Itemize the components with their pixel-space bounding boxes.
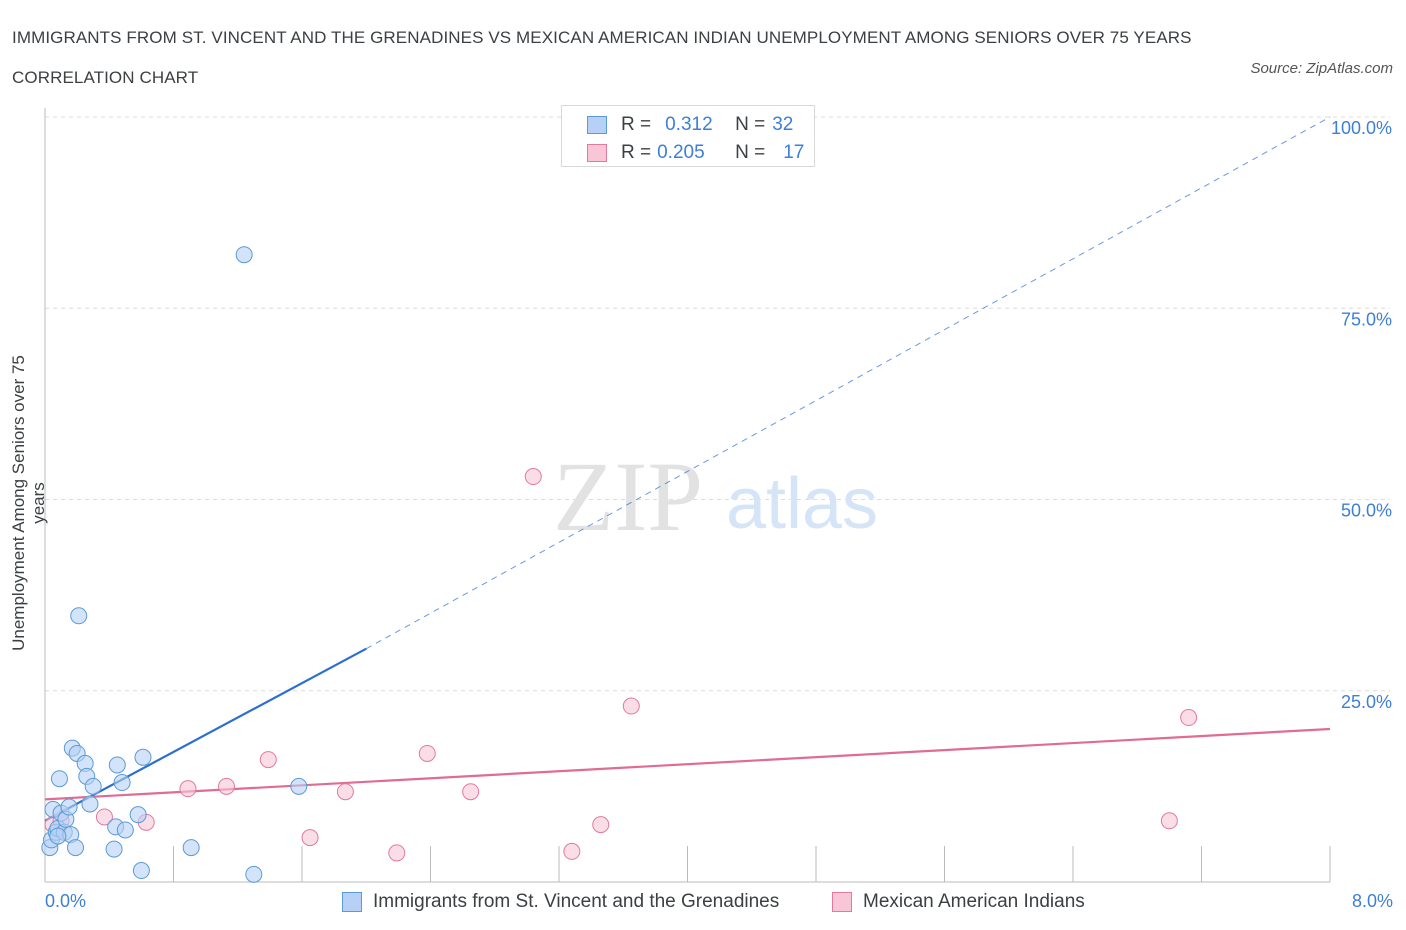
data-point-immigrants [108,756,126,774]
legend-r-value: 0.205 [657,142,705,163]
y-tick-label: 25.0% [1341,692,1392,712]
data-point-mexican-american-indians [218,777,236,795]
bottom-legend-label: Immigrants from St. Vincent and the Gren… [373,891,780,912]
x-tick-label-min: 0.0% [45,891,87,911]
bottom-legend-swatch-blue [342,892,362,912]
legend-r-label: R = [621,114,652,135]
legend-n-label: N = [735,114,766,135]
data-point-immigrants [235,246,253,264]
source-note: Source: ZipAtlas.com [1250,60,1393,77]
data-point-mexican-american-indians [524,468,542,486]
data-point-mexican-american-indians [592,816,610,834]
watermark-zip: ZIP [553,441,703,552]
trend-line-mexican-american-indians [44,727,1331,801]
data-point-mexican-american-indians [462,783,480,801]
data-point-mexican-american-indians [418,744,436,762]
data-point-immigrants [105,840,123,858]
legend-n-value: 17 [783,142,805,163]
legend-swatch-blue [587,116,607,134]
chart-title: IMMIGRANTS FROM ST. VINCENT AND THE GREN… [12,28,1192,87]
trend-line-immigrants-extrapolated [366,116,1331,650]
legend-swatch-pink [587,144,607,162]
bottom-legend-immigrants: Immigrants from St. Vincent and the Gren… [342,888,779,916]
x-tick-label-max: 8.0% [1351,891,1393,911]
data-point-mexican-american-indians [336,783,354,801]
data-point-mexican-american-indians [622,697,640,715]
trend-line-immigrants [44,647,367,822]
grid-lines [45,116,1390,692]
data-point-immigrants [182,839,200,857]
data-point-immigrants [245,865,263,883]
legend-r-value: 0.312 [665,114,713,135]
legend-row-mexican-american-indians: R = 0.205 N = 17 [587,142,804,164]
data-point-mexican-american-indians [1160,812,1178,830]
y-tick-label: 100.0% [1331,118,1392,138]
data-point-mexican-american-indians [259,751,277,769]
data-point-immigrants [84,777,102,795]
data-point-immigrants [132,862,150,880]
correlation-legend: R = 0.312 N = 32 R = 0.205 N = 17 [561,105,815,167]
y-tick-labels: 25.0% 50.0% 75.0% 100.0% [1331,118,1392,712]
legend-row-immigrants: R = 0.312 N = 32 [587,114,793,136]
watermark: ZIP atlas [553,441,878,552]
y-axis-label: Unemployment Among Seniors over 75 years [9,355,48,651]
data-point-immigrants [134,748,152,766]
data-points [41,246,1198,883]
data-point-immigrants [49,827,67,845]
data-point-mexican-american-indians [95,808,113,826]
legend-r-label: R = [621,142,652,163]
data-point-immigrants [50,770,68,788]
data-point-mexican-american-indians [563,842,581,860]
data-point-immigrants [116,821,134,839]
data-point-immigrants [70,607,88,625]
data-point-immigrants [67,839,85,857]
axes [44,108,1331,883]
y-tick-label: 50.0% [1341,501,1392,521]
bottom-legend-swatch-pink [832,892,852,912]
data-point-mexican-american-indians [301,829,319,847]
y-tick-label: 75.0% [1341,309,1392,329]
data-point-immigrants [81,795,99,813]
data-point-mexican-american-indians [388,844,406,862]
data-point-immigrants [60,798,78,816]
data-point-immigrants [129,806,147,824]
data-point-immigrants [113,774,131,792]
data-point-mexican-american-indians [179,780,197,798]
bottom-legend-mexican-american-indians: Mexican American Indians [832,888,1085,916]
watermark-atlas: atlas [726,464,878,544]
data-point-immigrants [290,777,308,795]
legend-n-label: N = [735,142,766,163]
legend-n-value: 32 [772,114,794,135]
bottom-legend-label: Mexican American Indians [863,891,1085,912]
data-point-mexican-american-indians [1180,709,1198,727]
